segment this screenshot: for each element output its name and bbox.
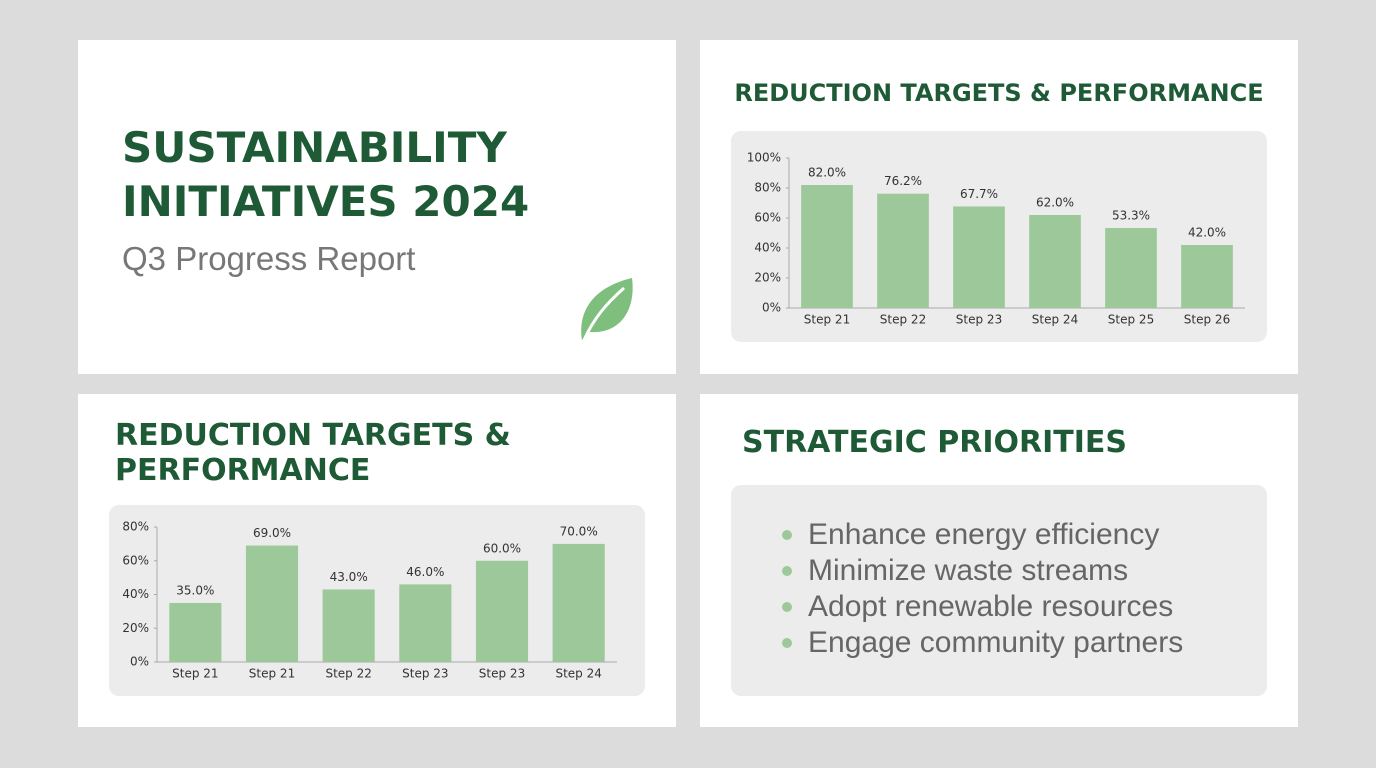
y-tick-label: 20% [122,621,149,635]
x-tick-label: Step 23 [402,667,448,681]
bar [1029,215,1081,308]
main-title: SUSTAINABILITY INITIATIVES 2024 [122,123,530,226]
bar [169,602,222,662]
value-label: 82.0% [808,166,846,180]
x-tick-label: Step 24 [555,667,601,681]
bar [877,193,929,308]
y-tick-label: 80% [122,520,149,534]
priorities-box [731,485,1267,696]
priority-item: Engage community partners [782,625,1183,661]
value-label: 53.3% [1112,209,1150,223]
x-tick-label: Step 22 [880,313,926,327]
x-tick-label: Step 23 [479,667,525,681]
priority-item: Adopt renewable resources [782,589,1183,625]
leaf-icon [581,278,633,341]
y-tick-label: 0% [762,301,781,315]
priority-item: Minimize waste streams [782,553,1183,589]
y-tick-label: 60% [754,211,781,225]
bar [1181,245,1233,308]
y-tick-label: 40% [122,587,149,601]
title-slide: SUSTAINABILITY INITIATIVES 2024 Q3 Progr… [78,40,676,374]
x-tick-label: Step 25 [1108,313,1154,327]
y-tick-label: 80% [754,181,781,195]
chart-title: REDUCTION TARGETS & PERFORMANCE [734,79,1264,107]
x-tick-label: Step 21 [172,667,218,681]
x-tick-label: Step 24 [1032,313,1078,327]
value-label: 46.0% [406,565,444,579]
x-tick-label: Step 26 [1184,313,1230,327]
priority-item: Enhance energy efficiency [782,517,1183,553]
value-label: 62.0% [1036,196,1074,210]
value-label: 76.2% [884,174,922,188]
y-tick-label: 100% [747,151,781,165]
bar [1105,228,1157,308]
bar [322,589,375,662]
bar [552,543,605,662]
chart: 0% 20% 40% 60% 80% Step 21 35.0% Step 21 69.0% St… [122,520,617,681]
y-tick-label: 40% [754,241,781,255]
subtitle: Q3 Progress Report [122,240,416,277]
y-tick-label: 60% [122,553,149,567]
value-label: 67.7% [960,187,998,201]
x-tick-label: Step 23 [956,313,1002,327]
priorities-title: STRATEGIC PRIORITIES [742,425,1128,460]
value-label: 60.0% [483,541,521,555]
value-label: 69.0% [253,526,291,540]
bar [245,545,299,662]
bar [953,206,1005,308]
x-tick-label: Step 22 [325,667,371,681]
bar [801,185,853,308]
value-label: 42.0% [1188,226,1226,240]
bar [475,560,529,662]
chart: 0% 20% 40% 60% 80% 100% Step 21 82.0% Step 22 76.… [747,151,1245,327]
y-tick-label: 0% [130,655,149,669]
value-label: 35.0% [176,583,214,597]
chart-title: REDUCTION TARGETS & PERFORMANCE [115,418,511,488]
value-label: 70.0% [560,524,598,538]
value-label: 43.0% [330,570,368,584]
priorities-list: Enhance energy efficiency Minimize waste… [782,517,1183,661]
x-tick-label: Step 21 [249,667,295,681]
x-tick-label: Step 21 [804,313,850,327]
y-tick-label: 20% [754,271,781,285]
bar [399,584,452,662]
